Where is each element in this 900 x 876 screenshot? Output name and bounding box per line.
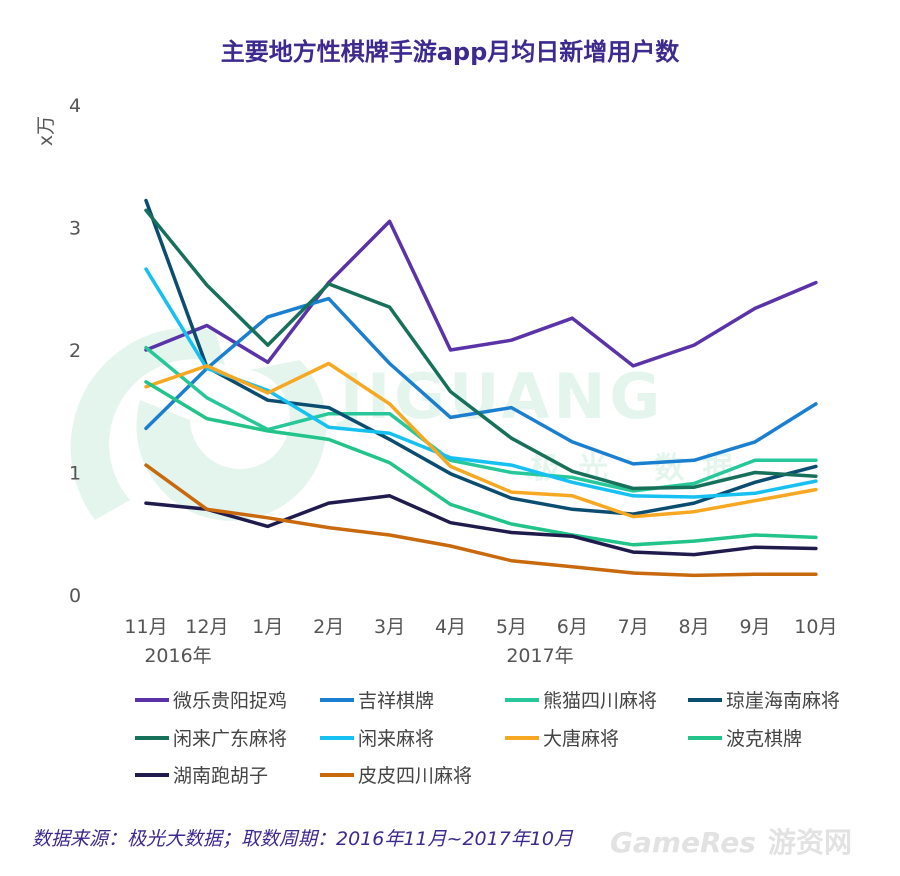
legend-label: 湖南跑胡子: [173, 765, 268, 787]
x-tick-label: 7月: [618, 616, 649, 638]
series-line-微乐贵阳捉鸡: [144, 219, 818, 368]
watermark-logo-icon: [136, 360, 327, 521]
y-tick-label: 3: [69, 218, 81, 240]
series-line-闲来广东麻将: [144, 208, 818, 491]
x-tick-label: 10月: [794, 616, 837, 638]
legend-label: 吉祥棋牌: [358, 690, 434, 712]
y-axis-ticks: 0 1 2 3 4: [69, 95, 81, 607]
x-tick-label: 9月: [739, 616, 770, 638]
x-tick-label: 4月: [435, 616, 466, 638]
x-tick-label: 8月: [679, 616, 710, 638]
x-tick-label: 6月: [557, 616, 588, 638]
chart-title: 主要地方性棋牌手游app月均日新增用户数: [221, 38, 681, 66]
x-tick-label: 11月: [124, 616, 167, 638]
series-lines: [144, 198, 818, 578]
legend-label: 琼崖海南麻将: [726, 690, 840, 712]
year-label-2017: 2017年: [506, 645, 573, 667]
series-line-吉祥棋牌: [144, 296, 818, 466]
legend-label: 大唐麻将: [543, 728, 619, 750]
y-tick-label: 0: [69, 585, 81, 607]
y-tick-label: 2: [69, 340, 81, 362]
series-line-皮皮四川麻将: [144, 463, 818, 578]
legend-label: 皮皮四川麻将: [358, 765, 472, 787]
series-line-大唐麻将: [144, 361, 818, 519]
corner-brand-text: GameRes: [610, 826, 756, 859]
series-line-熊猫四川麻将: [144, 345, 818, 493]
x-tick-label: 12月: [185, 616, 228, 638]
watermark-arc-icon: [70, 327, 225, 520]
watermark-text: JIGUANG: [336, 360, 664, 433]
y-tick-label: 4: [69, 95, 81, 117]
source-note: 数据来源：极光大数据；取数周期：2016年11月~2017年10月: [32, 828, 574, 850]
x-tick-label: 5月: [496, 616, 527, 638]
legend-label: 熊猫四川麻将: [543, 690, 657, 712]
y-tick-label: 1: [69, 463, 81, 485]
x-axis-ticks: 11月 12月 1月 2月 3月 4月 5月 6月 7月 8月 9月 10月: [124, 616, 837, 638]
series-line-湖南跑胡子: [144, 494, 818, 557]
x-tick-label: 3月: [374, 616, 405, 638]
year-label-2016: 2016年: [144, 645, 211, 667]
legend-label: 闲来广东麻将: [173, 728, 287, 750]
x-tick-label: 1月: [252, 616, 283, 638]
x-tick-label: 2月: [313, 616, 344, 638]
legend-label: 波克棋牌: [726, 728, 802, 750]
corner-brand: GameRes 游资网: [610, 826, 852, 859]
corner-brand-cn: 游资网: [768, 826, 852, 859]
legend-label: 微乐贵阳捉鸡: [173, 690, 287, 712]
series-line-琼崖海南麻将: [144, 198, 818, 516]
series-line-波克棋牌: [144, 380, 818, 547]
legend-label: 闲来麻将: [358, 728, 434, 750]
y-axis-label: x万: [35, 116, 57, 146]
